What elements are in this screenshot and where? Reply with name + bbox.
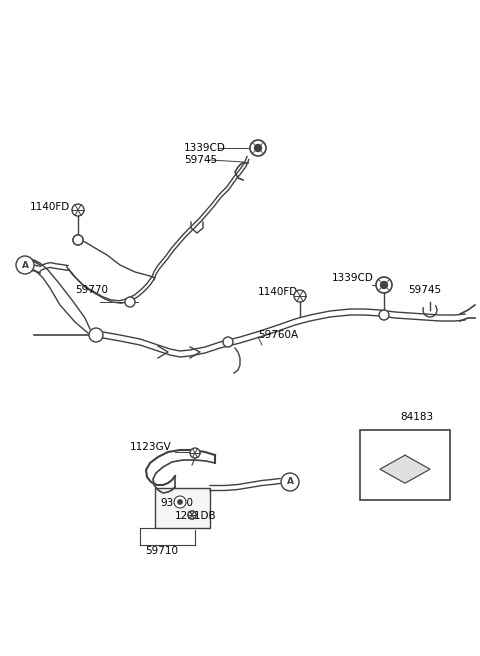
- Text: 59760A: 59760A: [258, 330, 298, 340]
- Text: 84183: 84183: [400, 412, 433, 422]
- Circle shape: [16, 256, 34, 274]
- Circle shape: [178, 499, 182, 504]
- Circle shape: [376, 277, 392, 293]
- Circle shape: [379, 310, 389, 320]
- Text: 1123GV: 1123GV: [130, 442, 172, 452]
- Circle shape: [72, 204, 84, 216]
- Circle shape: [188, 511, 196, 519]
- Circle shape: [380, 281, 388, 289]
- Text: 93830: 93830: [160, 498, 193, 508]
- Circle shape: [254, 144, 262, 152]
- Text: A: A: [22, 260, 28, 270]
- Bar: [155, 488, 210, 528]
- Circle shape: [281, 473, 299, 491]
- Circle shape: [73, 235, 83, 245]
- Text: 59745: 59745: [408, 285, 441, 295]
- Circle shape: [294, 290, 306, 302]
- Circle shape: [188, 511, 196, 519]
- Text: 1140FD: 1140FD: [30, 202, 70, 212]
- Polygon shape: [380, 455, 430, 483]
- Text: 1140FD: 1140FD: [258, 287, 298, 297]
- Text: 59710: 59710: [145, 546, 179, 556]
- Text: 59770: 59770: [75, 285, 108, 295]
- Circle shape: [250, 140, 266, 156]
- Bar: [360, 430, 450, 500]
- Circle shape: [125, 297, 135, 307]
- Circle shape: [223, 337, 233, 347]
- Text: 1231DB: 1231DB: [175, 511, 216, 521]
- Text: 1339CD: 1339CD: [332, 273, 374, 283]
- Text: 59745: 59745: [184, 155, 217, 165]
- Circle shape: [174, 496, 186, 508]
- Circle shape: [190, 448, 200, 458]
- Circle shape: [89, 328, 103, 342]
- Circle shape: [73, 235, 83, 245]
- Text: 1339CD: 1339CD: [184, 143, 226, 153]
- Text: A: A: [287, 478, 293, 487]
